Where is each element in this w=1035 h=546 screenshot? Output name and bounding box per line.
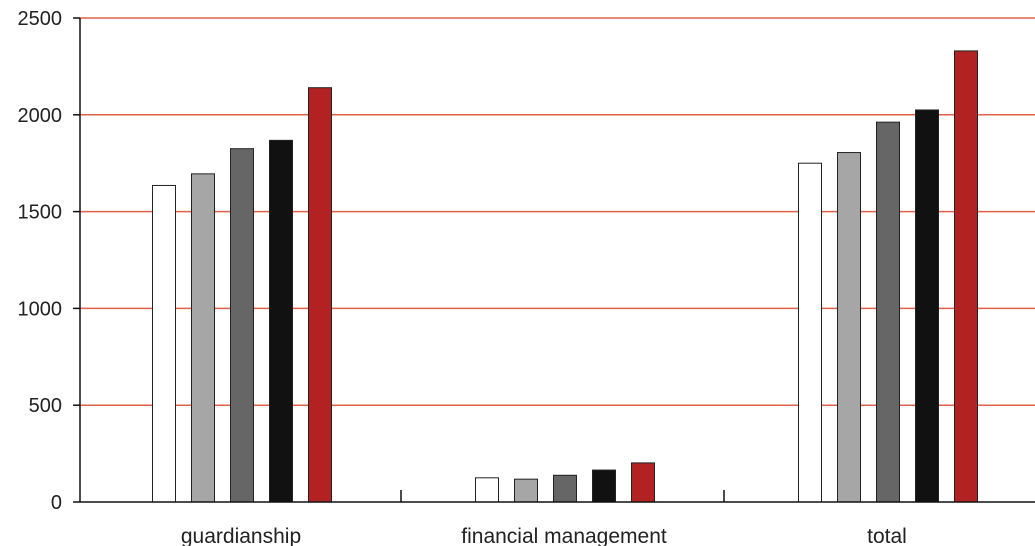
x-tick-label: total xyxy=(867,525,907,546)
x-tick-label: financial management xyxy=(461,525,667,546)
bars xyxy=(152,50,978,503)
y-tick-label: 500 xyxy=(29,395,62,417)
y-tick-label: 2500 xyxy=(18,8,63,30)
bar xyxy=(191,173,215,503)
bar xyxy=(152,184,176,503)
bar xyxy=(592,469,616,503)
bar xyxy=(553,474,577,503)
bar xyxy=(269,139,293,503)
bar xyxy=(514,478,538,503)
bar xyxy=(876,121,900,503)
x-tick-label: guardianship xyxy=(181,525,301,546)
bar xyxy=(798,162,822,503)
bar xyxy=(954,50,978,503)
bar xyxy=(837,152,861,503)
x-tick-labels: guardianship financial management total xyxy=(181,525,907,546)
bar xyxy=(308,87,332,503)
y-tick-labels: 0 500 1000 1500 2000 2500 xyxy=(18,8,63,514)
y-tick-label: 1000 xyxy=(18,298,63,320)
axes xyxy=(73,17,1035,503)
y-tick-label: 0 xyxy=(51,492,62,514)
bar xyxy=(475,477,499,503)
bar xyxy=(631,462,655,503)
bar xyxy=(915,109,939,503)
y-tick-label: 1500 xyxy=(18,202,63,224)
bar xyxy=(230,148,254,503)
y-tick-label: 2000 xyxy=(18,105,63,127)
